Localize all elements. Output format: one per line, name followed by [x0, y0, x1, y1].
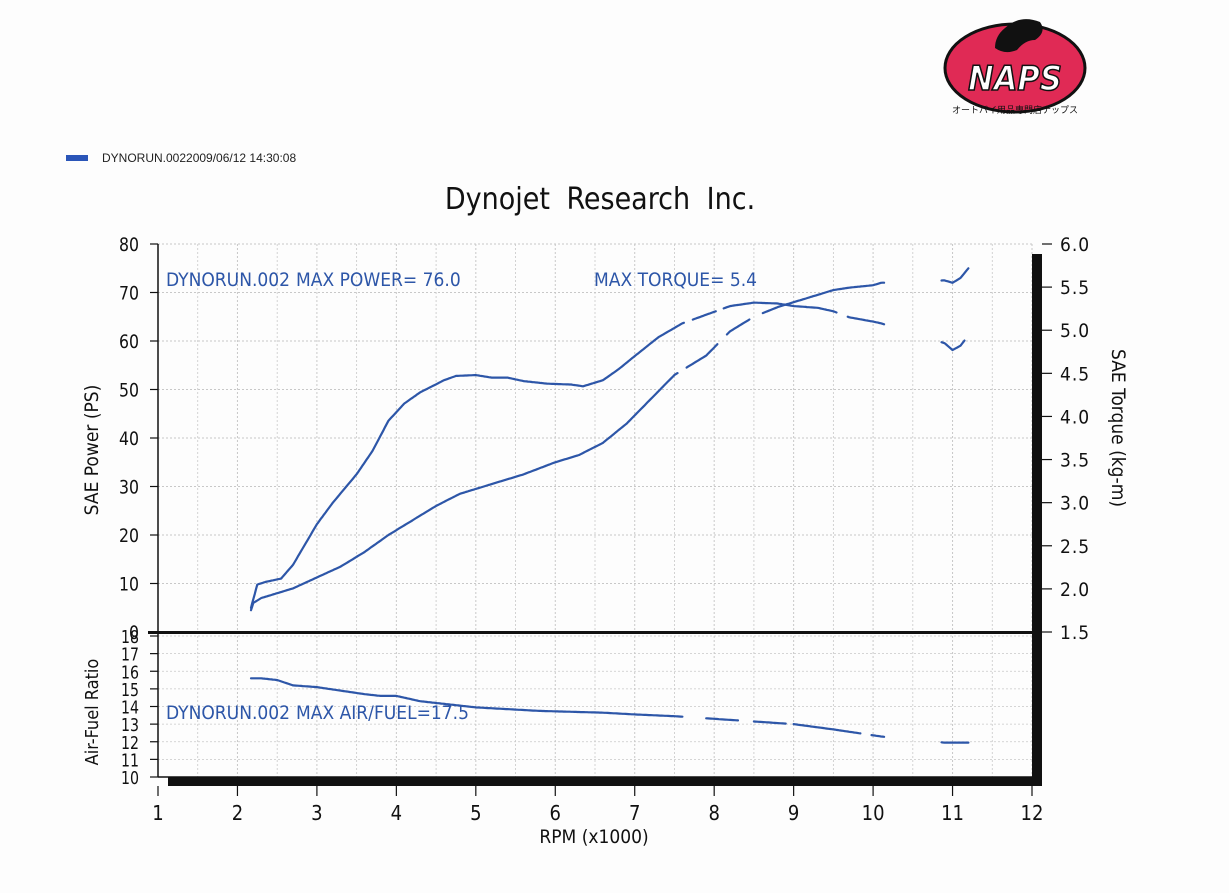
y2-tick-label: 2.5 — [1060, 536, 1090, 558]
y-tick-label: 0 — [129, 622, 139, 644]
y-tick-label: 30 — [119, 477, 139, 499]
y-tick-label: 20 — [119, 525, 139, 547]
x-tick-label: 9 — [788, 801, 799, 825]
x-tick-label: 11 — [941, 801, 964, 825]
y-axis-label: SAE Power (PS) — [81, 385, 103, 516]
y-tick-label: 10 — [119, 574, 139, 596]
y-tick-label: 80 — [119, 234, 139, 256]
bottom-frame-shadow — [168, 777, 1042, 786]
power-curve-segment — [761, 281, 886, 315]
legend-row: DYNORUN.0022009/06/12 14:30:08 — [66, 151, 296, 165]
x-axis-label: RPM (x1000) — [539, 826, 648, 848]
data-series — [249, 267, 970, 744]
torque-curve-segment — [249, 321, 686, 610]
afr-tick-label: 18 — [121, 627, 139, 648]
y2-tick-label: 4.5 — [1060, 363, 1090, 385]
logo-subtitle: オートバイ用品専門店ナップス — [952, 104, 1078, 116]
grid-lines — [157, 243, 1033, 778]
y2-tick-label: 5.0 — [1060, 320, 1090, 342]
y2-axis-label: SAE Torque (kg-m) — [1107, 349, 1129, 507]
torque-curve — [249, 301, 966, 610]
afr-tick-label: 16 — [121, 662, 139, 683]
afr-tick-label: 13 — [121, 715, 139, 736]
x-tick-label: 2 — [232, 801, 243, 825]
power-curve-segment — [685, 343, 719, 369]
power-curve — [249, 267, 970, 612]
chart-text: Dynojet Research Inc. RPM (x1000) SAE Powe… — [81, 182, 1129, 848]
afr-curve-segment — [870, 733, 886, 738]
y-tick-label: 60 — [119, 331, 139, 353]
legend-run-label: DYNORUN.0022009/06/12 14:30:08 — [102, 151, 297, 165]
power-curve-segment — [249, 372, 679, 612]
x-tick-label: 10 — [862, 801, 885, 825]
afr-curve-segment — [752, 720, 787, 725]
plot-frame — [148, 243, 1052, 796]
x-tick-label: 5 — [470, 801, 481, 825]
y2-tick-label: 1.5 — [1060, 622, 1090, 644]
torque-curve-segment — [691, 310, 717, 321]
x-tick-label: 8 — [708, 801, 719, 825]
right-frame-shadow — [1032, 254, 1042, 786]
y2-tick-label: 4.0 — [1060, 406, 1090, 428]
x-tick-label: 3 — [311, 801, 322, 825]
chart-title: Dynojet Research Inc. — [445, 182, 755, 217]
afr-run-annotation: DYNORUN.002 — [166, 702, 290, 724]
afr-curve-segment — [249, 677, 684, 718]
naps-logo: NAPS オートバイ用品専門店ナップス — [943, 19, 1087, 116]
y-tick-label: 40 — [119, 428, 139, 450]
x-tick-label: 7 — [629, 801, 640, 825]
rider-silhouette-icon — [995, 19, 1043, 53]
afr-axis-label: Air-Fuel Ratio — [82, 659, 103, 766]
afr-tick-label: 11 — [121, 750, 139, 771]
y2-tick-label: 6.0 — [1060, 234, 1090, 256]
x-tick-label: 1 — [152, 801, 163, 825]
afr-tick-label: 12 — [121, 733, 139, 754]
afr-tick-label: 10 — [121, 768, 139, 789]
torque-curve-segment — [940, 339, 966, 352]
afr-curve — [249, 677, 970, 744]
afr-tick-label: 14 — [121, 698, 139, 719]
y2-tick-label: 5.5 — [1060, 277, 1090, 299]
y2-tick-label: 2.0 — [1060, 579, 1090, 601]
max-power-annotation: MAX POWER= 76.0 — [296, 269, 461, 291]
x-tick-label: 12 — [1021, 801, 1044, 825]
x-tick-label: 6 — [550, 801, 561, 825]
afr-curve-segment — [705, 717, 740, 722]
torque-curve-segment — [846, 315, 886, 326]
afr-tick-label: 17 — [121, 645, 139, 666]
afr-curve-segment — [792, 722, 862, 735]
y2-tick-label: 3.0 — [1060, 493, 1090, 515]
max-torque-annotation: MAX TORQUE= 5.4 — [594, 269, 757, 291]
power-curve-segment — [940, 267, 970, 284]
run-annotation: DYNORUN.002 — [166, 269, 290, 291]
legend-swatch — [66, 155, 88, 161]
max-air-fuel-annotation: MAX AIR/FUEL=17.5 — [296, 702, 469, 724]
y2-tick-label: 3.5 — [1060, 450, 1090, 472]
y-tick-label: 70 — [119, 283, 139, 305]
logo-text: NAPS — [968, 59, 1062, 99]
afr-tick-label: 15 — [121, 680, 139, 701]
tick-labels: 0 10 20 30 40 50 60 70 80 1.5 2.0 2.5 3.0 3.5 4.0 4.5 5.… — [119, 234, 1090, 825]
power-curve-segment — [725, 318, 751, 336]
x-tick-label: 4 — [391, 801, 402, 825]
torque-curve-segment — [722, 301, 838, 314]
y-tick-label: 50 — [119, 380, 139, 402]
